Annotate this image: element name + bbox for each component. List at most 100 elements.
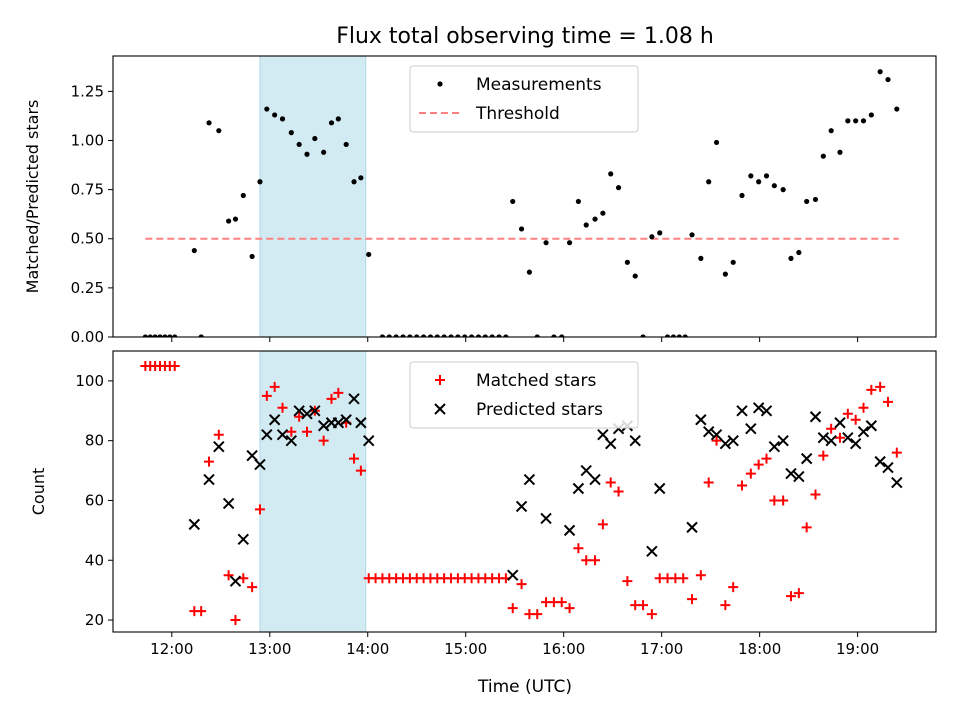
matched-star-point <box>532 609 543 620</box>
legend-label: Threshold <box>475 104 560 124</box>
matched-star-point <box>842 408 853 419</box>
measurement-point <box>216 128 222 134</box>
predicted-star-point <box>597 428 609 441</box>
predicted-star-point <box>515 500 528 513</box>
matched-star-point <box>613 486 624 497</box>
y-axis-label: Count <box>29 468 48 516</box>
measurement-point <box>812 196 819 203</box>
predicted-star-point <box>309 405 321 417</box>
measurement-point <box>722 271 728 277</box>
predicted-star-point <box>203 473 215 486</box>
matched-star-point <box>590 555 601 566</box>
measurement-point <box>868 112 874 118</box>
measurement-point <box>877 69 883 75</box>
measurement-point <box>894 106 900 112</box>
measurement-point <box>304 151 310 157</box>
plot-area <box>140 360 903 626</box>
predicted-star-point <box>629 434 641 447</box>
measurement-point <box>232 216 239 222</box>
predicted-star-point <box>865 420 878 432</box>
matched-star-point <box>605 477 616 488</box>
measurement-point <box>257 179 263 185</box>
measurement-point <box>407 334 413 337</box>
measurement-point <box>400 334 406 337</box>
measurement-point <box>526 269 532 275</box>
measurement-point <box>860 118 867 124</box>
x-axis-label: Time (UTC) <box>477 677 572 697</box>
predicted-star-point <box>285 434 298 447</box>
measurement-point <box>475 334 482 337</box>
measurement-point <box>427 334 434 337</box>
y-tick-label: 1.00 <box>71 131 104 149</box>
matched-star-point <box>801 522 812 533</box>
matched-star-point <box>301 426 312 437</box>
measurement-point <box>240 192 246 199</box>
matched-star-point <box>196 606 207 617</box>
predicted-star-point <box>340 414 352 426</box>
predicted-star-point <box>882 461 894 474</box>
matched-star-point <box>678 573 689 584</box>
measurement-point <box>853 118 859 124</box>
measurement-point <box>455 334 461 337</box>
matched-star-point <box>247 582 258 593</box>
measurement-point <box>828 128 834 134</box>
predicted-star-point <box>653 482 666 495</box>
legend-marker-matched <box>435 375 445 385</box>
predicted-star-point <box>540 512 552 525</box>
predicted-star-point <box>589 473 601 486</box>
predicted-star-point <box>572 482 585 495</box>
matched-star-point <box>581 555 592 566</box>
predicted-star-point <box>268 414 281 426</box>
matched-star-point <box>294 411 305 422</box>
predicted-star-point <box>857 426 870 438</box>
measurement-point <box>649 234 655 240</box>
measurement-point <box>624 259 630 265</box>
measurement-point <box>206 120 212 126</box>
measurement-point <box>441 334 447 337</box>
matched-star-point <box>597 519 608 530</box>
count-panel: 12:00 13:00 14:00 15:00 16:00 17:00 18:00 19:00… <box>29 350 937 658</box>
measurement-point <box>820 153 826 159</box>
x-tick-label: 14:00 <box>346 640 389 658</box>
y-tick-label: 0.50 <box>71 230 104 248</box>
measurement-point <box>698 255 704 261</box>
x-tick-label: 13:00 <box>248 640 291 658</box>
matched-star-point <box>761 453 772 464</box>
measurement-point <box>845 118 851 124</box>
matched-star-point <box>333 387 344 398</box>
matched-star-point <box>728 582 739 593</box>
legend: Matched stars Predicted stars <box>409 361 639 429</box>
measurement-point <box>706 179 712 185</box>
predicted-star-point <box>229 575 242 587</box>
measurement-point <box>157 334 163 337</box>
y-tick-label: 100 <box>75 372 104 390</box>
measurement-point <box>249 253 255 260</box>
measurement-point <box>592 216 598 222</box>
x-tick-label: 17:00 <box>640 640 683 658</box>
legend-label: Matched stars <box>476 371 596 391</box>
matched-star-point <box>818 450 829 461</box>
predicted-star-point <box>695 414 707 426</box>
legend-marker-predicted <box>434 403 446 415</box>
predicted-star-point <box>261 428 273 441</box>
matched-star-point <box>326 393 337 404</box>
measurement-point <box>713 139 720 146</box>
measurement-point <box>162 334 168 337</box>
matched-star-point <box>261 390 272 401</box>
measurement-point <box>468 334 475 337</box>
predicted-star-point <box>727 434 739 447</box>
matched-star-point <box>238 573 249 584</box>
measurement-point <box>335 116 341 122</box>
measurement-point <box>771 183 777 189</box>
legend-box <box>409 65 639 133</box>
predicted-star-point <box>719 437 732 450</box>
y-axis-label: Matched/Predicted stars <box>23 100 42 294</box>
measurement-point <box>780 187 786 193</box>
legend-label: Predicted stars <box>476 400 603 420</box>
measurement-point <box>748 173 754 179</box>
y-tick-label: 0.75 <box>71 181 104 199</box>
predicted-star-point <box>777 434 789 447</box>
axes-frame <box>112 55 937 338</box>
matched-star-point <box>834 432 845 443</box>
measurement-point <box>566 240 573 246</box>
